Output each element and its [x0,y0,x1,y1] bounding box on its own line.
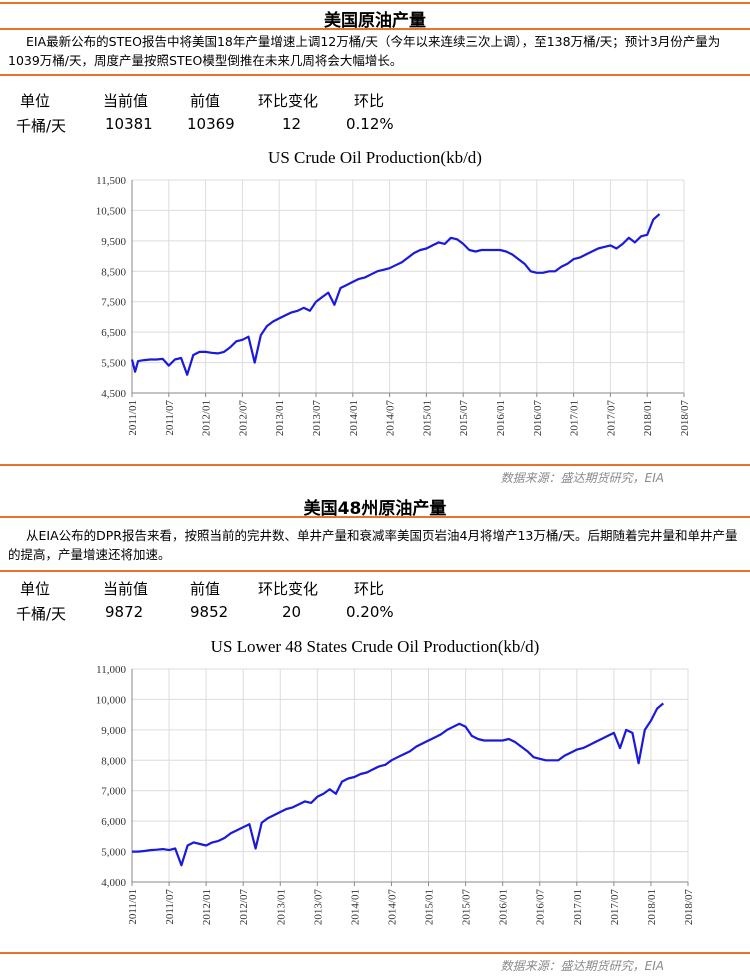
y-tick-label: 9,500 [101,236,126,248]
y-tick-label: 5,000 [101,847,126,859]
table-cell-previous: 10369 [187,115,235,133]
x-tick-label: 2011/01 [127,889,139,925]
table-header-current: 当前值 [103,580,149,598]
series-line [132,702,665,867]
section-summary: EIA最新公布的STEO报告中将美国18年产量增速上调12万桶/天（今年以来连续… [8,34,721,68]
x-tick-label: 2016/07 [535,889,547,926]
chart-title: US Crude Oil Production(kb/d) [268,148,482,167]
table-cell-change: 20 [282,603,302,621]
x-tick-label: 2014/01 [348,400,360,436]
x-tick-label: 2013/01 [275,889,287,925]
table-cell-unit: 千桶/天 [16,117,67,135]
x-tick-label: 2018/07 [679,400,691,437]
section-top-rule [0,2,750,4]
x-tick-label: 2011/07 [164,400,176,436]
x-tick-label: 2012/01 [201,889,213,925]
x-tick-label: 2017/07 [609,889,621,926]
series-line [130,213,661,376]
table-cell-previous: 9852 [190,603,229,621]
y-tick-label: 11,000 [96,664,126,676]
section-heading-rule [0,516,750,518]
lower48-production-chart: 4,000 5,000 6,000 7,000 8,000 9,000 10,000 11,0… [96,664,695,926]
y-tick-label: 7,500 [101,297,126,309]
section-heading: 美国原油产量 [324,11,426,31]
y-tick-label: 10,000 [96,694,127,706]
x-tick-label: 2018/07 [683,889,695,926]
x-tick-label: 2014/07 [386,889,398,926]
x-tick-label: 2016/01 [498,889,510,925]
table-header-pct: 环比 [354,580,385,598]
x-tick-label: 2013/07 [311,400,323,437]
x-tick-label: 2014/07 [385,400,397,437]
y-tick-label: 4,500 [101,388,126,400]
x-tick-label: 2018/01 [642,400,654,436]
summary-rule [0,74,750,76]
y-tick-label: 7,000 [101,786,126,798]
y-tick-label: 9,000 [101,725,126,737]
x-tick-label: 2015/01 [421,400,433,436]
table-header-current: 当前值 [103,92,149,110]
data-source: 数据来源：盛达期货研究，EIA [500,471,664,485]
table-cell-current: 10381 [105,115,153,133]
section-summary: 从EIA公布的DPR报告来看，按照当前的完井数、单井产量和衰减率美国页岩油4月将… [8,528,738,562]
x-tick-label: 2011/07 [164,889,176,925]
summary-rule [0,570,750,572]
y-tick-label: 11,500 [96,175,126,187]
y-tick-label: 8,500 [101,266,126,278]
x-tick-label: 2017/01 [569,400,581,436]
section-heading-rule [0,28,750,30]
table-header-change: 环比变化 [258,580,319,598]
y-tick-label: 4,000 [101,877,126,889]
data-source: 数据来源：盛达期货研究，EIA [500,959,664,973]
table-header-unit: 单位 [20,92,51,110]
y-tick-label: 10,500 [96,205,127,217]
table-header-change: 环比变化 [258,92,319,110]
y-tick-label: 6,000 [101,816,126,828]
x-tick-label: 2015/07 [458,400,470,437]
x-tick-label: 2015/07 [461,889,473,926]
x-tick-label: 2013/07 [312,889,324,926]
crude-production-chart: 4,500 5,500 6,500 7,500 8,500 9,500 10,500 11,5… [96,175,691,437]
section-bottom-rule [0,464,750,466]
y-tick-label: 8,000 [101,755,126,767]
x-tick-label: 2016/01 [495,400,507,436]
table-cell-current: 9872 [105,603,144,621]
table-header-previous: 前值 [190,580,221,598]
table-cell-pct: 0.20% [346,603,394,621]
table-cell-unit: 千桶/天 [16,605,67,623]
table-header-pct: 环比 [354,92,385,110]
x-tick-label: 2012/07 [238,889,250,926]
section-bottom-rule [0,952,750,954]
x-tick-label: 2017/01 [572,889,584,925]
x-tick-label: 2016/07 [532,400,544,437]
y-tick-label: 5,500 [101,358,126,370]
table-cell-pct: 0.12% [346,115,394,133]
x-tick-label: 2017/07 [605,400,617,437]
table-header-unit: 单位 [20,580,51,598]
x-tick-label: 2011/01 [127,400,139,436]
x-tick-label: 2018/01 [646,889,658,925]
section-heading: 美国48州原油产量 [303,499,447,519]
x-tick-label: 2014/01 [349,889,361,925]
x-tick-label: 2015/01 [424,889,436,925]
x-tick-label: 2012/01 [201,400,213,436]
table-cell-change: 12 [282,115,302,133]
x-tick-label: 2012/07 [237,400,249,437]
x-tick-label: 2013/01 [274,400,286,436]
y-tick-label: 6,500 [101,327,126,339]
table-header-previous: 前值 [190,92,221,110]
chart-title: US Lower 48 States Crude Oil Production(… [210,637,540,656]
